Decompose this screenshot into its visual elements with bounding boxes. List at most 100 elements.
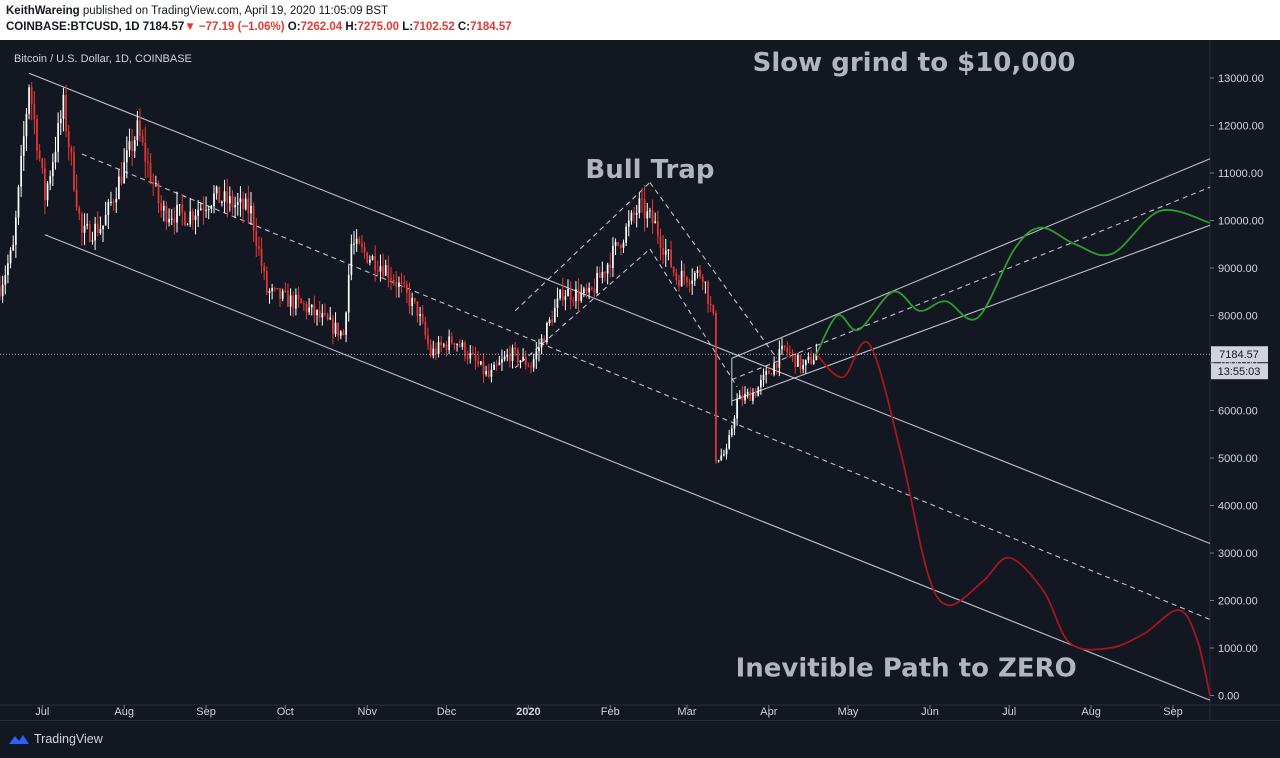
author-name[interactable]: KeithWareing: [6, 5, 80, 17]
candle-body: [561, 289, 564, 301]
candle-body: [580, 292, 583, 301]
candle-body: [73, 152, 75, 190]
candle-body: [691, 280, 694, 284]
candle-body: [641, 198, 643, 200]
candle-body: [49, 176, 52, 184]
candle-body: [252, 205, 255, 231]
candle-body: [680, 270, 683, 287]
chart-title: Bitcoin / U.S. Dollar, 1D, COINBASE: [14, 53, 192, 65]
candle-body: [281, 290, 284, 299]
candle-body: [765, 371, 768, 375]
candle-body: [30, 87, 33, 104]
candle-body: [472, 352, 474, 355]
candle-body: [350, 244, 353, 275]
candle-body: [617, 242, 620, 245]
down-arrow-icon: ▼: [184, 21, 196, 33]
price-chart[interactable]: 0.00 1000.00 2000.00 3000.00 4000.00 5000.00 6…: [0, 40, 1280, 720]
chart-area[interactable]: 0.00 1000.00 2000.00 3000.00 4000.00 5000.00 6…: [0, 40, 1280, 720]
candle-body: [456, 344, 458, 346]
candle-body: [94, 223, 96, 241]
candle-body: [728, 435, 731, 449]
candle-body: [590, 287, 593, 289]
candle-body: [519, 360, 522, 363]
last-price-label: 7184.57: [1219, 349, 1259, 361]
tradingview-brand[interactable]: TradingView: [8, 732, 103, 746]
candle-body: [260, 248, 263, 266]
candle-body: [131, 141, 133, 152]
candle-body: [120, 176, 123, 184]
candle-body: [546, 322, 548, 342]
candle-body: [273, 287, 276, 289]
price-change: −77.19 (−1.06%): [198, 21, 285, 33]
candle-body: [612, 245, 614, 268]
candle-body: [318, 310, 321, 318]
candle-body: [197, 209, 200, 216]
candle-body: [75, 189, 78, 208]
candle-body: [276, 287, 279, 289]
candle-body: [427, 335, 429, 345]
chart-header: KeithWareing published on TradingView.co…: [0, 0, 1280, 40]
candle-body: [186, 224, 189, 226]
candle-body: [477, 360, 480, 365]
candle-body: [228, 196, 231, 204]
candle-body: [329, 317, 332, 320]
candle-body: [585, 288, 588, 293]
trend-line-6: [731, 186, 1211, 381]
candle-body: [619, 244, 622, 248]
close-label: C:: [457, 21, 471, 33]
candle-body: [527, 365, 530, 367]
candle-body: [83, 225, 86, 233]
trend-line-5: [731, 158, 1211, 359]
candle-body: [46, 183, 49, 201]
candle-body: [662, 247, 664, 255]
candle-body: [207, 208, 210, 211]
candle-body: [664, 250, 667, 255]
candle-body: [601, 271, 604, 278]
candle-body: [670, 249, 672, 268]
candle-body: [437, 341, 440, 355]
candle-body: [767, 371, 770, 374]
candle-body: [538, 347, 540, 352]
candle-body: [353, 243, 355, 245]
candle-body: [22, 136, 25, 156]
candle-body: [575, 289, 577, 302]
trend-line-2: [44, 234, 1211, 701]
candle-body: [553, 307, 556, 323]
candle-body: [152, 182, 155, 185]
candle-body: [199, 208, 202, 210]
candle-body: [672, 267, 675, 273]
candle-body: [112, 201, 115, 203]
candle-body: [791, 352, 794, 354]
candle-body: [709, 303, 712, 306]
x-tick-label: Dec: [437, 706, 457, 718]
candle-body: [9, 250, 12, 264]
y-tick-label: 2000.00: [1218, 596, 1258, 608]
candle-body: [559, 289, 561, 299]
x-tick-label: Sep: [1163, 706, 1183, 718]
candle-body: [646, 211, 649, 219]
candle-body: [609, 264, 612, 268]
candle-body: [302, 303, 305, 305]
candle-body: [363, 247, 366, 253]
candle-body: [730, 428, 733, 436]
trend-line-10: [649, 248, 738, 388]
candle-body: [110, 201, 112, 203]
candle-body: [374, 256, 377, 271]
candle-body: [794, 353, 797, 367]
candle-body: [701, 276, 704, 283]
candle-body: [411, 298, 413, 307]
candle-body: [707, 281, 709, 304]
candle-body: [604, 271, 606, 274]
candle-body: [651, 210, 654, 224]
candle-body: [67, 131, 70, 148]
candle-body: [376, 270, 379, 272]
x-tick-label: Feb: [601, 706, 620, 718]
candle-body: [205, 210, 207, 212]
candle-body: [395, 282, 398, 287]
candle-body: [720, 455, 723, 461]
candle-body: [12, 244, 15, 251]
candle-body: [62, 94, 65, 119]
candle-body: [184, 212, 186, 226]
candle-body: [284, 290, 287, 292]
candle-body: [752, 392, 754, 401]
